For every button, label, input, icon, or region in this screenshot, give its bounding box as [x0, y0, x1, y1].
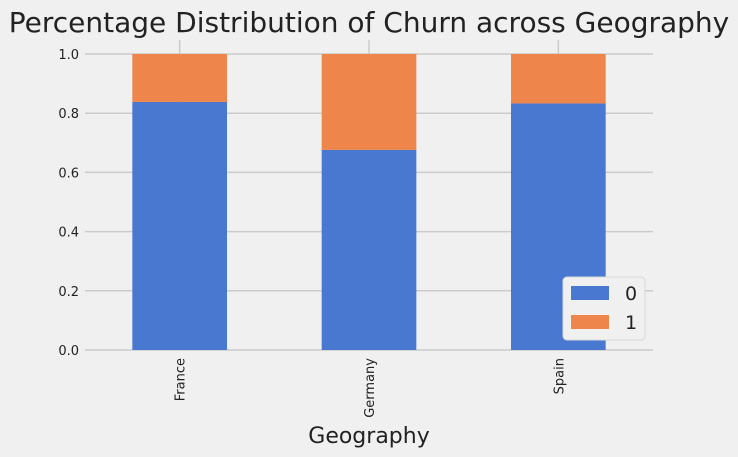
legend-label: 1	[625, 312, 637, 334]
y-tick-label: 0.0	[58, 344, 79, 359]
bar-france-series-0	[132, 101, 227, 351]
y-tick-label: 0.8	[58, 107, 79, 122]
legend-swatch-0	[571, 286, 609, 300]
bar-france-series-1	[132, 54, 227, 102]
y-tick-label: 0.6	[58, 166, 79, 181]
x-tick-label: Germany	[363, 358, 378, 418]
x-tick-label: France	[174, 358, 189, 401]
y-tick-labels: 0.0 0.2 0.4 0.6 0.8 1.0	[58, 48, 79, 359]
bars	[132, 54, 606, 351]
chart-title: Percentage Distribution of Churn across …	[9, 6, 730, 39]
legend: 01	[562, 276, 646, 341]
bar-germany-series-1	[321, 54, 417, 150]
x-axis-label: Geography	[308, 424, 429, 449]
legend-swatch-1	[571, 315, 609, 329]
y-tick-label: 0.4	[58, 226, 79, 241]
bar-germany-series-0	[321, 149, 417, 350]
y-tick-label: 0.2	[58, 285, 79, 300]
legend-label: 0	[625, 283, 637, 305]
x-tick-labels: France Germany Spain	[174, 358, 568, 418]
bar-spain-series-1	[511, 54, 606, 104]
x-tick-label: Spain	[552, 358, 567, 394]
y-tick-label: 1.0	[58, 48, 79, 63]
